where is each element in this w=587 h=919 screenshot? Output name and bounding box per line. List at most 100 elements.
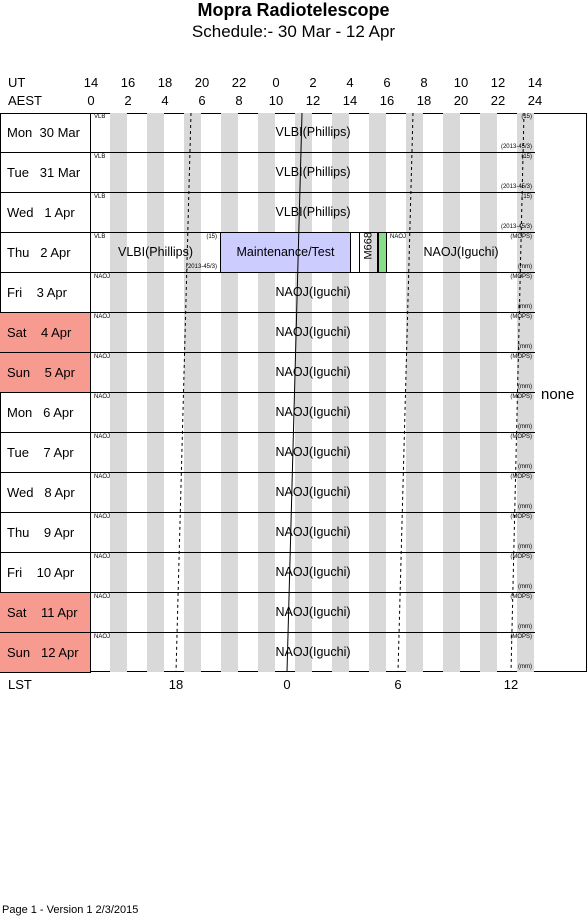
- lst-curve: [286, 112, 303, 673]
- ut-tick-label: 4: [346, 75, 354, 90]
- lst-tick-label: 6: [394, 677, 402, 692]
- block-project: (2013-45/3): [500, 144, 532, 150]
- aest-tick-label: 22: [490, 93, 506, 108]
- block-title: NAOJ(Iguchi): [275, 525, 351, 539]
- ut-label: UT: [8, 75, 26, 90]
- aest-tick-label: 8: [235, 93, 243, 108]
- block-project: (mm): [518, 464, 532, 470]
- block-project: (mm): [518, 424, 532, 430]
- day-label: Mon 30 Mar: [0, 113, 91, 153]
- block-tag: NAOJ: [94, 394, 111, 400]
- block-tag: VLB: [94, 114, 106, 120]
- block-project: (mm): [518, 304, 532, 310]
- block-tag: NAOJ: [94, 514, 111, 520]
- block-tag: NAOJ: [94, 434, 111, 440]
- row-divider: [91, 632, 535, 633]
- ut-tick-label: 0: [272, 75, 280, 90]
- vlbi-block: VLBI(Phillips) VLB (15) (2013-45/3): [91, 233, 220, 272]
- lst-tick-label: 12: [503, 677, 519, 692]
- block-tag: NAOJ: [94, 474, 111, 480]
- lst-curve: [397, 112, 414, 673]
- naoj-block: NAOJ(Iguchi) NAOJ (MOPS) (mm): [91, 473, 535, 512]
- block-tag: NAOJ: [94, 594, 111, 600]
- lst-curve: [510, 112, 525, 673]
- row-divider: [91, 512, 535, 513]
- ut-tick-label: 22: [231, 75, 247, 90]
- block-title: NAOJ(Iguchi): [275, 605, 351, 619]
- block-tag: NAOJ: [94, 634, 111, 640]
- naoj-block: NAOJ(Iguchi) NAOJ (MOPS) (mm): [91, 513, 535, 552]
- vlbi-block: VLBI(Phillips) VLB (15) (2013-45/3): [91, 113, 535, 152]
- side-note: none: [541, 386, 575, 403]
- ut-tick-label: 16: [120, 75, 136, 90]
- row-divider: [91, 392, 535, 393]
- row-divider: [91, 432, 535, 433]
- block-title: Maintenance/Test: [236, 245, 335, 259]
- row-divider: [91, 152, 535, 153]
- naoj-block: NAOJ(Iguchi) NAOJ (MOPS) (mm): [91, 553, 535, 592]
- row-divider: [91, 192, 535, 193]
- block-code: (MOPS): [510, 474, 532, 480]
- ut-tick-label: 2: [309, 75, 317, 90]
- block-tag: VLB: [94, 194, 106, 200]
- block-code: (MOPS): [510, 634, 532, 640]
- ut-tick-label: 6: [383, 75, 391, 90]
- ut-tick-label: 12: [490, 75, 506, 90]
- block-code: (15): [206, 234, 217, 240]
- ut-tick-label: 14: [527, 75, 543, 90]
- block-tag: NAOJ: [390, 234, 407, 240]
- aest-tick-label: 16: [379, 93, 395, 108]
- block-code: (15): [521, 114, 532, 120]
- m668-block: M668: [359, 232, 378, 272]
- day-label: Sat 4 Apr: [0, 313, 91, 353]
- lst-tick-label: 0: [283, 677, 291, 692]
- block-tag: NAOJ: [94, 274, 111, 280]
- naoj-block: NAOJ(Iguchi) NAOJ (MOPS) (mm): [387, 233, 535, 272]
- day-label: Fri 10 Apr: [0, 553, 91, 593]
- day-label: Wed 8 Apr: [0, 473, 91, 513]
- block-project: (mm): [518, 624, 532, 630]
- block-code: (MOPS): [510, 234, 532, 240]
- block-project: (2013-45/3): [500, 184, 532, 190]
- block-title: NAOJ(Iguchi): [423, 245, 499, 259]
- block-project: (mm): [518, 344, 532, 350]
- block-project: (mm): [518, 504, 532, 510]
- aest-tick-label: 4: [161, 93, 169, 108]
- footer-version: Page 1 - Version 1 2/3/2015: [2, 904, 139, 916]
- row-divider: [91, 232, 535, 233]
- block-title: VLBI(Phillips): [275, 205, 351, 219]
- block-tag: NAOJ: [94, 314, 111, 320]
- ut-tick-label: 18: [157, 75, 173, 90]
- block-project: (mm): [518, 384, 532, 390]
- block-code: (MOPS): [510, 354, 532, 360]
- lst-curve: [175, 112, 192, 673]
- block-project: (2013-45/3): [185, 264, 217, 270]
- day-label: Tue 31 Mar: [0, 153, 91, 193]
- lst-tick-label: 18: [168, 677, 184, 692]
- day-label: Mon 6 Apr: [0, 393, 91, 433]
- block-code: (MOPS): [510, 554, 532, 560]
- block-code: (15): [521, 194, 532, 200]
- naoj-block: NAOJ(Iguchi) NAOJ (MOPS) (mm): [91, 633, 535, 672]
- block-code: (MOPS): [510, 314, 532, 320]
- block-code: (15): [521, 154, 532, 160]
- lst-label: LST: [8, 677, 32, 692]
- vlbi-block: VLBI(Phillips) VLB (15) (2013-45/3): [91, 193, 535, 232]
- row-divider: [91, 592, 535, 593]
- naoj-block: NAOJ(Iguchi) NAOJ (MOPS) (mm): [91, 433, 535, 472]
- block-title: NAOJ(Iguchi): [275, 285, 351, 299]
- page-title: Mopra Radiotelescope: [197, 0, 390, 20]
- aest-tick-label: 0: [87, 93, 95, 108]
- block-title: NAOJ(Iguchi): [275, 485, 351, 499]
- vlbi-block: VLBI(Phillips) VLB (15) (2013-45/3): [91, 153, 535, 192]
- green-block: [378, 233, 387, 272]
- row-divider: [91, 552, 535, 553]
- ut-tick-label: 14: [83, 75, 99, 90]
- aest-tick-label: 20: [453, 93, 469, 108]
- naoj-block: NAOJ(Iguchi) NAOJ (MOPS) (mm): [91, 593, 535, 632]
- aest-tick-label: 2: [124, 93, 132, 108]
- day-label: Thu 2 Apr: [0, 233, 91, 273]
- schedule-grid: VLBI(Phillips) VLB (15) (2013-45/3) VLBI(Phi…: [91, 113, 535, 672]
- block-title: VLBI(Phillips): [117, 245, 194, 259]
- block-title: NAOJ(Iguchi): [275, 645, 351, 659]
